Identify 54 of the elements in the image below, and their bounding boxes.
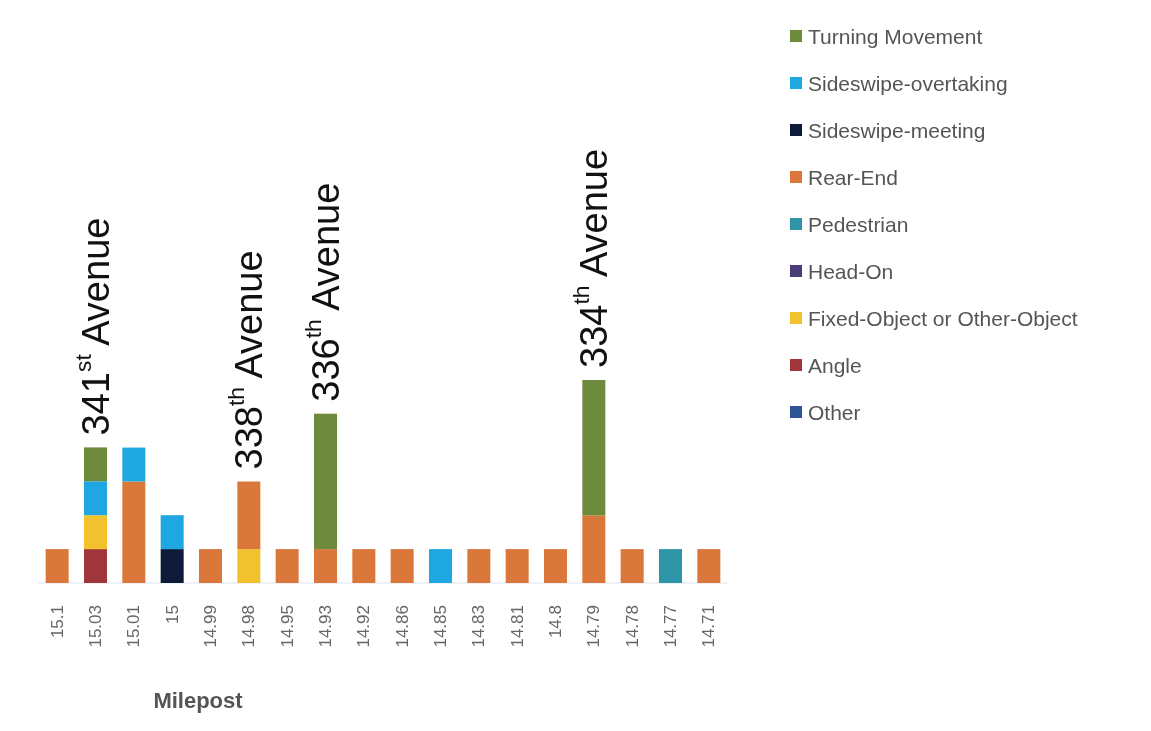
legend-label: Rear-End xyxy=(808,165,898,189)
bar xyxy=(620,549,644,583)
x-tick-label: 14.92 xyxy=(354,605,374,648)
bar xyxy=(84,447,107,482)
bar xyxy=(314,413,337,550)
x-tick-label: 15.03 xyxy=(86,605,105,648)
bar xyxy=(122,447,146,482)
bar xyxy=(84,549,107,583)
bar xyxy=(160,515,184,550)
x-tick-label: 14.81 xyxy=(507,605,527,648)
bar xyxy=(544,549,567,583)
bar xyxy=(237,481,261,550)
bar xyxy=(84,481,107,516)
bar xyxy=(390,549,414,583)
x-tick-label: 14.95 xyxy=(277,605,297,648)
legend-label: Angle xyxy=(808,353,862,377)
bar xyxy=(237,549,261,583)
bar xyxy=(160,549,184,583)
x-tick-label: 14.98 xyxy=(239,605,259,648)
legend-label: Pedestrian xyxy=(808,212,909,236)
x-tick-label: 14.99 xyxy=(201,605,220,648)
bar xyxy=(122,481,146,583)
x-tick-label: 14.83 xyxy=(469,605,489,648)
legend-label: Turning Movement xyxy=(808,24,983,48)
bar xyxy=(659,549,682,583)
bar xyxy=(582,515,606,583)
x-tick-label: 14.79 xyxy=(584,605,604,648)
bar xyxy=(697,549,721,583)
legend-label: Other xyxy=(808,400,861,424)
bar xyxy=(275,549,299,583)
x-tick-label: 14.78 xyxy=(622,605,642,648)
x-tick-label: 14.77 xyxy=(661,605,680,648)
bar xyxy=(429,549,452,583)
bar xyxy=(582,380,606,516)
x-tick-label: 15.01 xyxy=(124,605,144,648)
x-tick-label: 14.8 xyxy=(546,605,565,639)
bar xyxy=(314,549,337,583)
legend-label: Sideswipe-overtaking xyxy=(808,71,1008,95)
x-axis-title: Milepost xyxy=(153,688,244,713)
bar xyxy=(199,549,222,583)
x-tick-label: 15.1 xyxy=(47,605,67,639)
legend-label: Head-On xyxy=(808,259,894,283)
x-tick-label: 14.86 xyxy=(392,605,412,648)
bar xyxy=(505,549,529,583)
bar xyxy=(45,549,69,583)
bar xyxy=(352,549,376,583)
bar xyxy=(467,549,491,583)
legend-label: Fixed-Object or Other-Object xyxy=(808,306,1078,330)
x-tick-label: 14.93 xyxy=(316,605,335,648)
x-tick-label: 15 xyxy=(162,605,182,624)
x-tick-label: 14.85 xyxy=(431,605,450,648)
x-tick-label: 14.71 xyxy=(699,605,719,648)
legend-label: Sideswipe-meeting xyxy=(808,118,986,142)
bar xyxy=(84,515,107,550)
